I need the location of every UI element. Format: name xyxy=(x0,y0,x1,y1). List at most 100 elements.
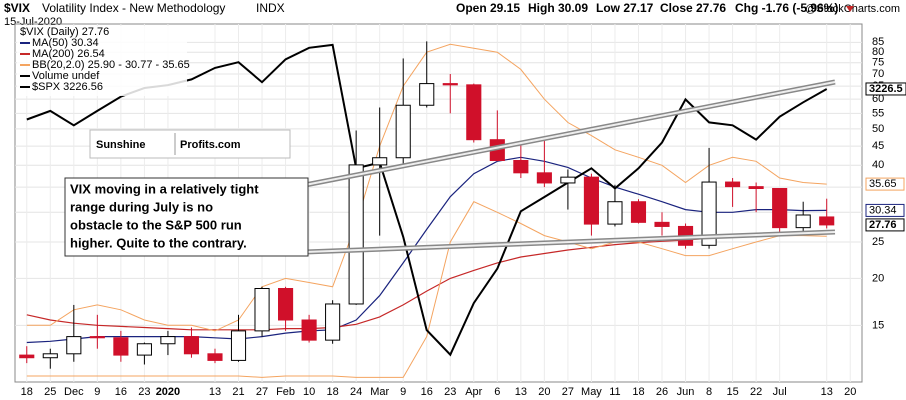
candle-body xyxy=(395,104,411,159)
y-tick-label: 70 xyxy=(872,68,884,80)
symbol: $VIX xyxy=(4,1,30,15)
last-value-label: 3226.5 xyxy=(869,83,903,95)
candle-body xyxy=(819,216,835,226)
x-tick-label: 16 xyxy=(421,386,433,398)
x-tick-label: 18 xyxy=(327,386,339,398)
y-tick-label: 80 xyxy=(872,46,884,58)
x-tick-label: 6 xyxy=(494,386,500,398)
y-tick-label: 45 xyxy=(872,140,884,152)
legend-entry: Volume undef xyxy=(32,70,100,82)
x-tick-label: 26 xyxy=(656,386,668,398)
x-tick-label: 8 xyxy=(706,386,712,398)
x-tick-label: Apr xyxy=(465,386,482,398)
annotation-line: VIX moving in a relatively tight xyxy=(70,181,259,196)
bb-lower xyxy=(26,201,827,378)
x-tick-label: Mar xyxy=(370,386,389,398)
candle-body xyxy=(230,330,247,361)
annotation-line: obstacle to the S&P 500 run xyxy=(70,217,242,232)
x-tick-label: 27 xyxy=(256,386,268,398)
candle-body xyxy=(113,337,129,356)
quote-item: Close 27.76 xyxy=(660,1,726,15)
candle-body xyxy=(583,176,599,225)
candle-body xyxy=(630,201,647,223)
candle-body xyxy=(560,176,576,184)
candle-body xyxy=(748,186,764,190)
candle-body xyxy=(136,343,152,356)
candle-body xyxy=(536,172,552,184)
candle-body xyxy=(207,353,223,361)
candle-body xyxy=(42,353,58,359)
candle-body xyxy=(654,221,670,227)
x-tick-label: 23 xyxy=(444,386,456,398)
x-tick-label: 22 xyxy=(750,386,762,398)
x-tick-label: Jun xyxy=(677,386,695,398)
x-tick-label: 20 xyxy=(844,386,856,398)
logo-left: Sunshine xyxy=(96,139,146,151)
date: 15-Jul-2020 xyxy=(4,16,62,28)
y-tick-label: 15 xyxy=(872,319,884,331)
quote-item: High 30.09 xyxy=(528,1,588,15)
candle-body xyxy=(466,84,482,141)
candle-body xyxy=(372,157,388,166)
x-tick-label: Feb xyxy=(276,386,295,398)
candle-body xyxy=(301,319,317,341)
x-tick-label: 11 xyxy=(609,386,620,398)
source: @StockCharts.com xyxy=(805,3,900,15)
quote-item: Open 29.15 xyxy=(456,1,520,15)
candle-body xyxy=(442,83,458,86)
x-tick-label: 16 xyxy=(115,386,127,398)
candle-body xyxy=(254,288,270,332)
x-tick-label: 24 xyxy=(350,386,362,398)
last-value-label: 30.34 xyxy=(869,204,897,216)
down-arrow xyxy=(846,6,854,12)
last-value-box xyxy=(865,177,905,191)
x-tick-label: May xyxy=(581,386,602,398)
last-value-label: 27.76 xyxy=(869,219,897,231)
exchange: INDX xyxy=(256,1,285,15)
y-tick-label: 20 xyxy=(872,272,884,284)
candle-body xyxy=(89,336,105,339)
candle-body xyxy=(607,201,623,225)
candle-body xyxy=(419,83,435,106)
logo-right: Profits.com xyxy=(180,139,241,151)
y-tick-label: 50 xyxy=(872,123,884,135)
x-tick-label: 18 xyxy=(21,386,33,398)
legend-entry: $VIX (Daily) 27.76 xyxy=(20,26,109,38)
candle-body xyxy=(183,336,200,355)
candle-body xyxy=(160,336,176,345)
candle-body xyxy=(325,303,341,341)
quote-item: Chg -1.76 (-5.96%) xyxy=(735,1,838,15)
x-tick-label: 18 xyxy=(632,386,644,398)
legend-entry: $SPX 3226.56 xyxy=(32,81,103,93)
x-tick-label: 9 xyxy=(400,386,406,398)
annotation-line: higher. Quite to the contrary. xyxy=(70,235,247,250)
y-tick-label: 75 xyxy=(872,57,884,69)
quote: Open 29.15 High 30.09 Low 27.17 Close 27.76… xyxy=(456,1,854,15)
x-tick-label: 25 xyxy=(44,386,56,398)
last-value-label: 35.65 xyxy=(869,178,897,190)
x-tick-label: 23 xyxy=(138,386,150,398)
last-value-box xyxy=(865,203,905,217)
legend-entry: BB(20,2.0) 25.90 - 30.77 - 35.65 xyxy=(32,59,190,71)
legend-entry: MA(50) 30.34 xyxy=(32,37,99,49)
x-tick-label: 13 xyxy=(515,386,527,398)
x-tick-label: 10 xyxy=(303,386,315,398)
instrument-name: Volatility Index - New Methodology xyxy=(42,1,225,15)
last-value-box xyxy=(865,82,906,96)
candle-body xyxy=(513,159,529,174)
x-tick-label: 2020 xyxy=(156,386,180,398)
candle-body xyxy=(278,288,294,321)
x-tick-label: 13 xyxy=(821,386,833,398)
candle-body xyxy=(19,354,35,359)
candle-body xyxy=(66,336,82,355)
x-tick-label: 15 xyxy=(726,386,738,398)
legend-bg xyxy=(17,26,187,96)
x-tick-label: Dec xyxy=(64,386,84,398)
candle-body xyxy=(348,164,364,305)
trendlines xyxy=(304,79,836,255)
legend-entry: MA(200) 26.54 xyxy=(32,48,105,60)
y-tick-label: 25 xyxy=(872,236,884,248)
y-tick-label: 85 xyxy=(872,36,884,48)
x-tick-label: 20 xyxy=(538,386,550,398)
